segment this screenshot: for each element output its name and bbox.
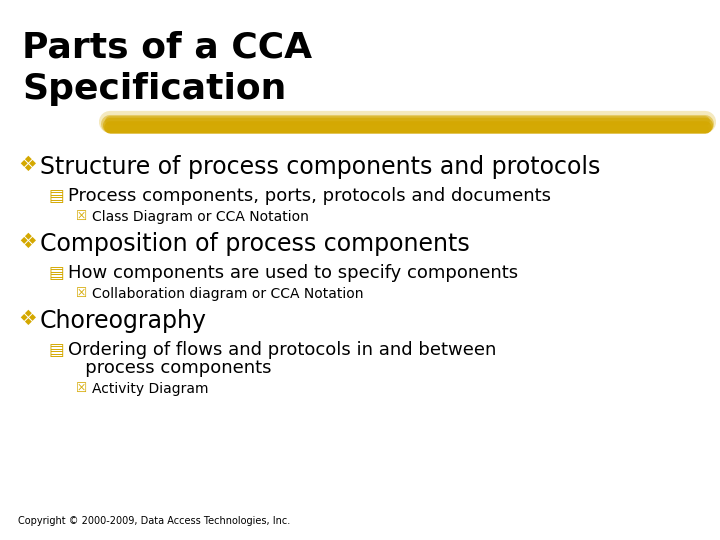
Text: Specification: Specification	[22, 72, 287, 106]
Text: ▤: ▤	[48, 264, 64, 282]
Text: process components: process components	[68, 359, 271, 377]
Text: ☒: ☒	[76, 210, 87, 223]
Text: ☒: ☒	[76, 382, 87, 395]
Text: Composition of process components: Composition of process components	[40, 232, 469, 256]
Text: Activity Diagram: Activity Diagram	[92, 382, 209, 396]
Text: ❖: ❖	[18, 155, 37, 175]
Text: Parts of a CCA: Parts of a CCA	[22, 30, 312, 64]
Text: Structure of process components and protocols: Structure of process components and prot…	[40, 155, 600, 179]
Text: ▤: ▤	[48, 187, 64, 205]
Text: Ordering of flows and protocols in and between: Ordering of flows and protocols in and b…	[68, 341, 496, 359]
Text: How components are used to specify components: How components are used to specify compo…	[68, 264, 518, 282]
Text: ❖: ❖	[18, 309, 37, 329]
Text: ☒: ☒	[76, 287, 87, 300]
Text: Choreography: Choreography	[40, 309, 207, 333]
Text: Collaboration diagram or CCA Notation: Collaboration diagram or CCA Notation	[92, 287, 364, 301]
Text: Process components, ports, protocols and documents: Process components, ports, protocols and…	[68, 187, 551, 205]
Text: ❖: ❖	[18, 232, 37, 252]
Text: ▤: ▤	[48, 341, 64, 359]
Text: Copyright © 2000-2009, Data Access Technologies, Inc.: Copyright © 2000-2009, Data Access Techn…	[18, 516, 290, 526]
Text: Class Diagram or CCA Notation: Class Diagram or CCA Notation	[92, 210, 309, 224]
